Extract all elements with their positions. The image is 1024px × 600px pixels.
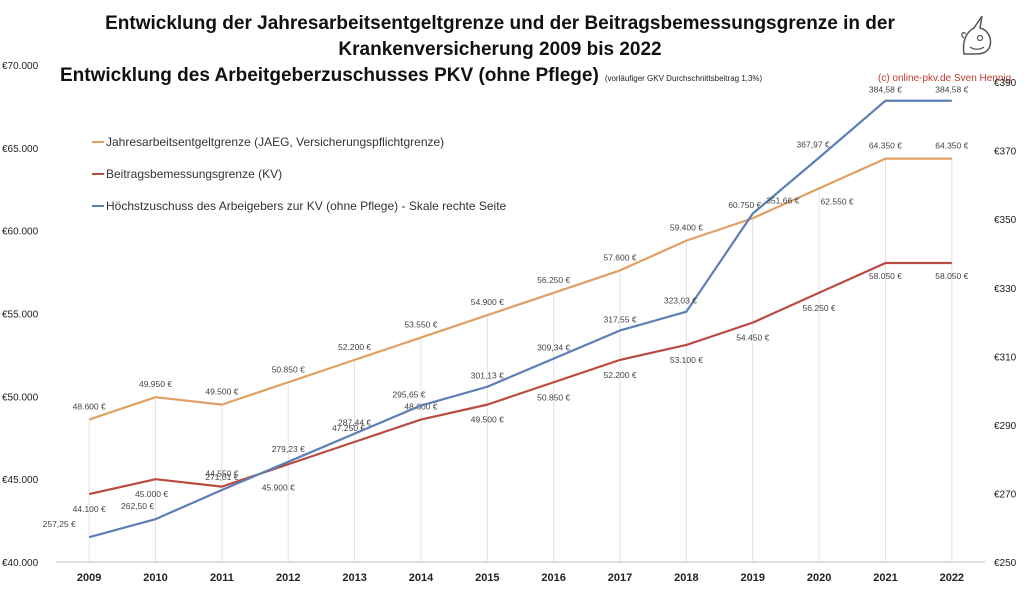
y-left-tick-label: €60.000 — [2, 227, 39, 238]
data-label-s1: 49.500 € — [205, 387, 238, 397]
data-label-s2: 52.200 € — [603, 370, 636, 380]
x-tick-label: 2022 — [940, 572, 964, 584]
x-tick-label: 2011 — [210, 572, 234, 584]
x-tick-label: 2015 — [475, 572, 499, 584]
y-left-tick-label: €45.000 — [2, 475, 39, 486]
y-right-tick-label: €270 — [994, 489, 1017, 500]
x-tick-label: 2018 — [674, 572, 698, 584]
x-tick-label: 2013 — [342, 572, 366, 584]
y-right-tick-label: €350 — [994, 215, 1017, 226]
data-label-s3: 309,34 € — [537, 343, 570, 353]
data-label-s2: 45.900 € — [262, 482, 295, 492]
chart-title-line1: Entwicklung der Jahresarbeitsentgeltgren… — [105, 13, 895, 34]
credit-text: (c) online-pkv.de Sven Hennig — [878, 73, 1012, 84]
x-tick-label: 2010 — [143, 572, 167, 584]
x-tick-label: 2017 — [608, 572, 632, 584]
chart-title-line3: Entwicklung des Arbeitgeberzuschusses PK… — [60, 64, 762, 91]
data-label-s2: 49.500 € — [471, 415, 504, 425]
data-label-s2: 53.100 € — [670, 355, 703, 365]
series-line-3 — [88, 99, 952, 539]
data-label-s1: 52.200 € — [338, 342, 371, 352]
data-label-s3: 257,25 € — [43, 519, 76, 529]
data-label-s3: 367,97 € — [797, 140, 830, 150]
legend-label-1: Jahresarbeitsentgeltgrenze (JAEG, Versic… — [106, 135, 444, 149]
data-label-s3: 301,13 € — [471, 371, 504, 381]
data-label-s2: 47.250 € — [332, 423, 365, 433]
data-label-s1: 53.550 € — [404, 320, 437, 330]
y-right-tick-label: €310 — [994, 352, 1017, 363]
data-label-s2: 45.000 € — [135, 489, 168, 499]
data-label-s3: 271,01 € — [205, 472, 238, 482]
data-label-s2: 50.850 € — [537, 392, 570, 402]
chart-title-line2: Krankenversicherung 2009 bis 2022 — [338, 39, 662, 60]
x-tick-label: 2012 — [276, 572, 300, 584]
data-label-s1: 50.850 € — [272, 364, 305, 374]
x-tick-label: 2021 — [873, 572, 897, 584]
data-label-s1: 57.600 € — [603, 252, 636, 262]
title-line3-text: Entwicklung des Arbeitgeberzuschusses PK… — [60, 65, 599, 86]
data-label-s3: 317,55 € — [603, 314, 636, 324]
data-label-s1: 62.550 € — [821, 196, 854, 206]
series-line-1 — [88, 157, 952, 421]
data-label-s2: 54.450 € — [736, 333, 769, 343]
data-label-s3: 351,66 € — [766, 196, 799, 206]
unicorn-logo-icon — [961, 15, 992, 55]
data-label-s1: 64.350 € — [869, 141, 902, 151]
data-label-s3: 384,58 € — [869, 85, 902, 95]
data-label-s2: 56.250 € — [803, 303, 836, 313]
data-label-s2: 58.050 € — [869, 271, 902, 281]
title-note: (vorläufiger GKV Durchschnittsbeitrag 1,… — [604, 74, 763, 83]
data-label-s3: 287,44 € — [338, 418, 371, 428]
y-right-tick-label: €390 — [994, 78, 1017, 89]
data-label-s2: 58.050 € — [935, 271, 968, 281]
x-tick-label: 2019 — [741, 572, 765, 584]
data-label-s1: 59.400 € — [670, 223, 703, 233]
data-label-s3: 295,65 € — [392, 390, 425, 400]
y-right-tick-label: €330 — [994, 284, 1017, 295]
data-label-s3: 323,03 € — [664, 296, 697, 306]
data-label-s1: 49.950 € — [139, 379, 172, 389]
y-left-tick-label: €40.000 — [2, 558, 39, 569]
data-label-s1: 60.750 € — [728, 200, 761, 210]
x-tick-label: 2016 — [541, 572, 565, 584]
legend-label-2: Beitragsbemessungsgrenze (KV) — [106, 167, 282, 181]
x-tick-label: 2009 — [77, 572, 101, 584]
series-line-2 — [88, 261, 952, 496]
y-left-tick-label: €70.000 — [2, 61, 39, 72]
data-label-s3: 384,58 € — [935, 85, 968, 95]
data-label-s3: 262,50 € — [121, 501, 154, 511]
data-label-s1: 56.250 € — [537, 275, 570, 285]
data-label-s1: 48.600 € — [73, 402, 106, 412]
data-label-s2: 44.100 € — [73, 504, 106, 514]
data-label-s2: 44.550 € — [205, 469, 238, 479]
y-left-tick-label: €65.000 — [2, 144, 39, 155]
y-right-tick-label: €370 — [994, 147, 1017, 158]
y-left-tick-label: €50.000 — [2, 392, 39, 403]
y-right-tick-label: €290 — [994, 421, 1017, 432]
data-label-s1: 54.900 € — [471, 297, 504, 307]
data-label-s1: 64.350 € — [935, 141, 968, 151]
x-tick-label: 2020 — [807, 572, 831, 584]
y-right-tick-label: €250 — [994, 558, 1017, 569]
x-tick-label: 2014 — [409, 572, 434, 584]
y-left-tick-label: €55.000 — [2, 310, 39, 321]
data-label-s3: 279,23 € — [272, 444, 305, 454]
legend-label-3: Höchstzuschuss des Arbeigebers zur KV (o… — [106, 199, 507, 213]
